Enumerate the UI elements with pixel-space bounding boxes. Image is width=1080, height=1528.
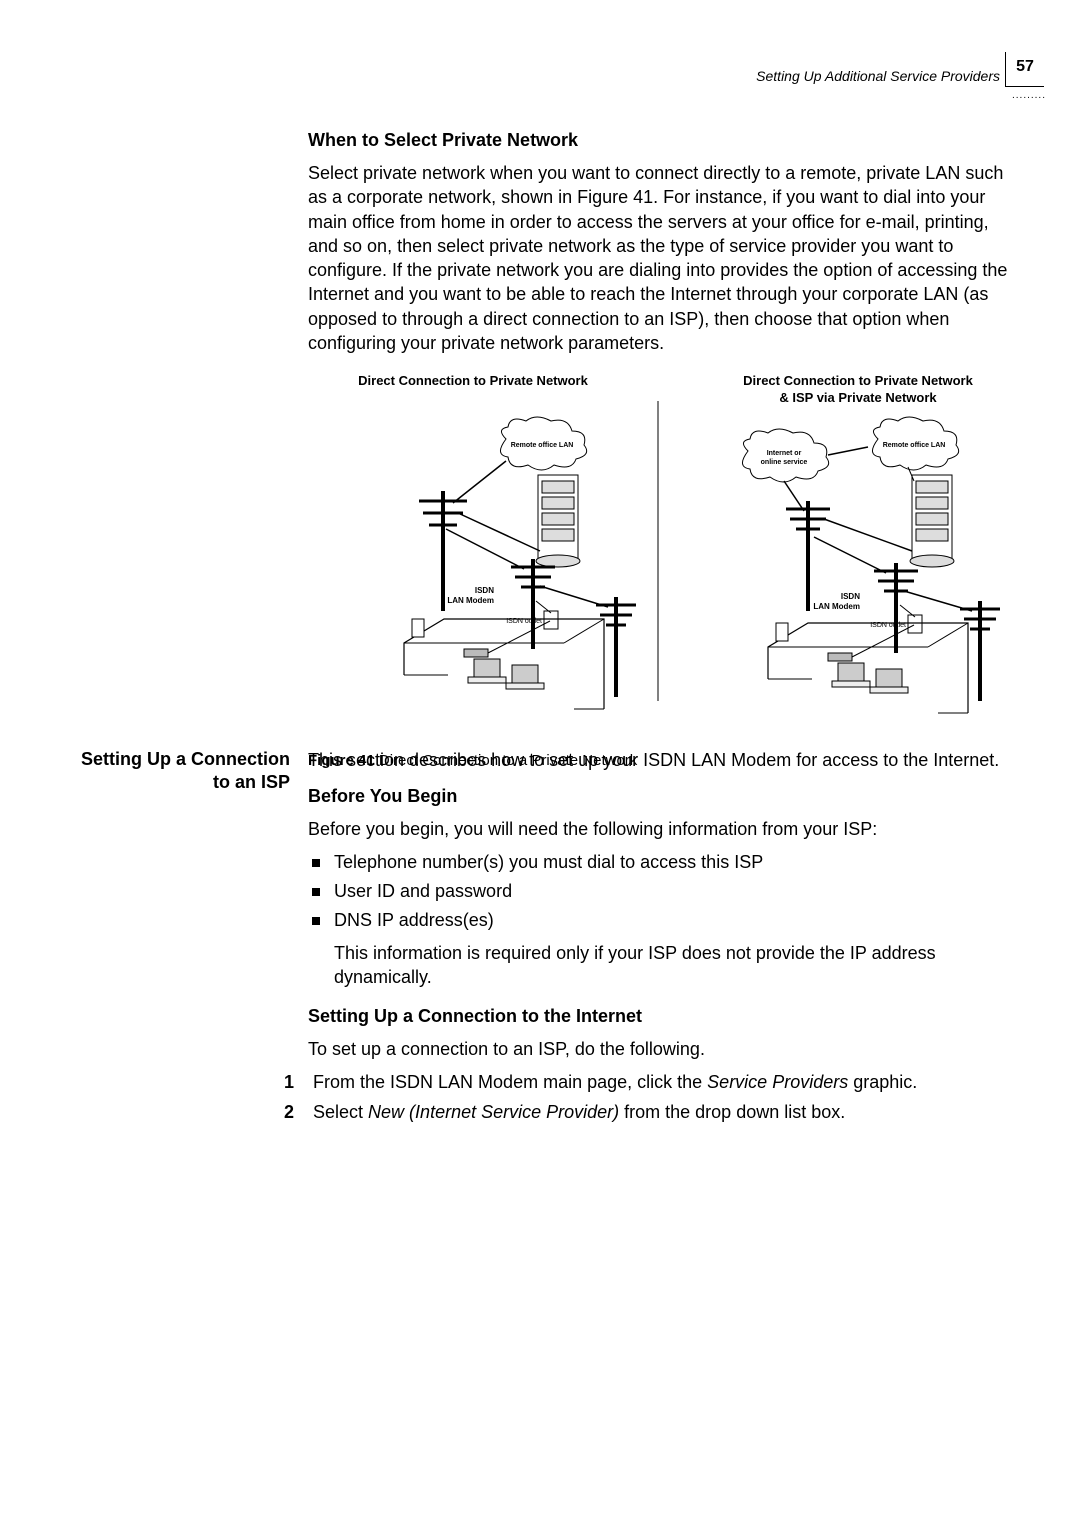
before-you-begin-intro: Before you begin, you will need the foll… <box>308 817 1010 841</box>
svg-text:ISDN: ISDN <box>841 592 860 601</box>
list-item: Telephone number(s) you must dial to acc… <box>308 850 1010 875</box>
list-item: User ID and password <box>308 879 1010 904</box>
side-heading-isp: Setting Up a Connection to an ISP <box>60 748 290 795</box>
step-item: From the ISDN LAN Modem main page, click… <box>284 1069 1010 1095</box>
figure-title-left: Direct Connection to Private Network <box>338 373 608 390</box>
setup-intro: To set up a connection to an ISP, do the… <box>308 1037 1010 1061</box>
section-heading-private-network: When to Select Private Network <box>308 130 1010 151</box>
figure-41: Direct Connection to Private Network Dir… <box>308 373 1008 738</box>
running-header: Setting Up Additional Service Providers <box>756 68 1000 84</box>
step-item: Select New (Internet Service Provider) f… <box>284 1099 1010 1125</box>
header-dots: ......... <box>1012 90 1046 101</box>
svg-text:ISDN: ISDN <box>475 586 494 595</box>
step-italic: New (Internet Service Provider) <box>368 1102 619 1122</box>
requirements-list: Telephone number(s) you must dial to acc… <box>308 850 1010 934</box>
svg-text:Internet or: Internet or <box>767 450 802 457</box>
step-text: From the ISDN LAN Modem main page, click… <box>313 1072 707 1092</box>
svg-text:LAN Modem: LAN Modem <box>447 596 494 605</box>
svg-text:Remote office LAN: Remote office LAN <box>883 442 946 449</box>
figure-svg: Remote office LAN <box>308 401 1008 736</box>
step-text: from the drop down list box. <box>619 1102 845 1122</box>
label-remote-lan-left: Remote office LAN <box>511 442 574 449</box>
steps-list: From the ISDN LAN Modem main page, click… <box>308 1069 1010 1125</box>
figure-title-right-line1: Direct Connection to Private Network <box>743 373 973 388</box>
svg-text:LAN Modem: LAN Modem <box>813 602 860 611</box>
before-you-begin-heading: Before You Begin <box>308 786 1010 807</box>
section-paragraph: Select private network when you want to … <box>308 161 1010 355</box>
page-number: 57 <box>1005 52 1044 87</box>
list-item: DNS IP address(es) <box>308 908 1010 933</box>
step-italic: Service Providers <box>707 1072 848 1092</box>
step-text: graphic. <box>848 1072 917 1092</box>
svg-text:online service: online service <box>761 459 808 466</box>
step-text: Select <box>313 1102 368 1122</box>
setup-heading: Setting Up a Connection to the Internet <box>308 1006 1010 1027</box>
isp-intro: This section describes how to set up you… <box>308 748 1010 772</box>
dns-note: This information is required only if you… <box>334 941 1010 990</box>
